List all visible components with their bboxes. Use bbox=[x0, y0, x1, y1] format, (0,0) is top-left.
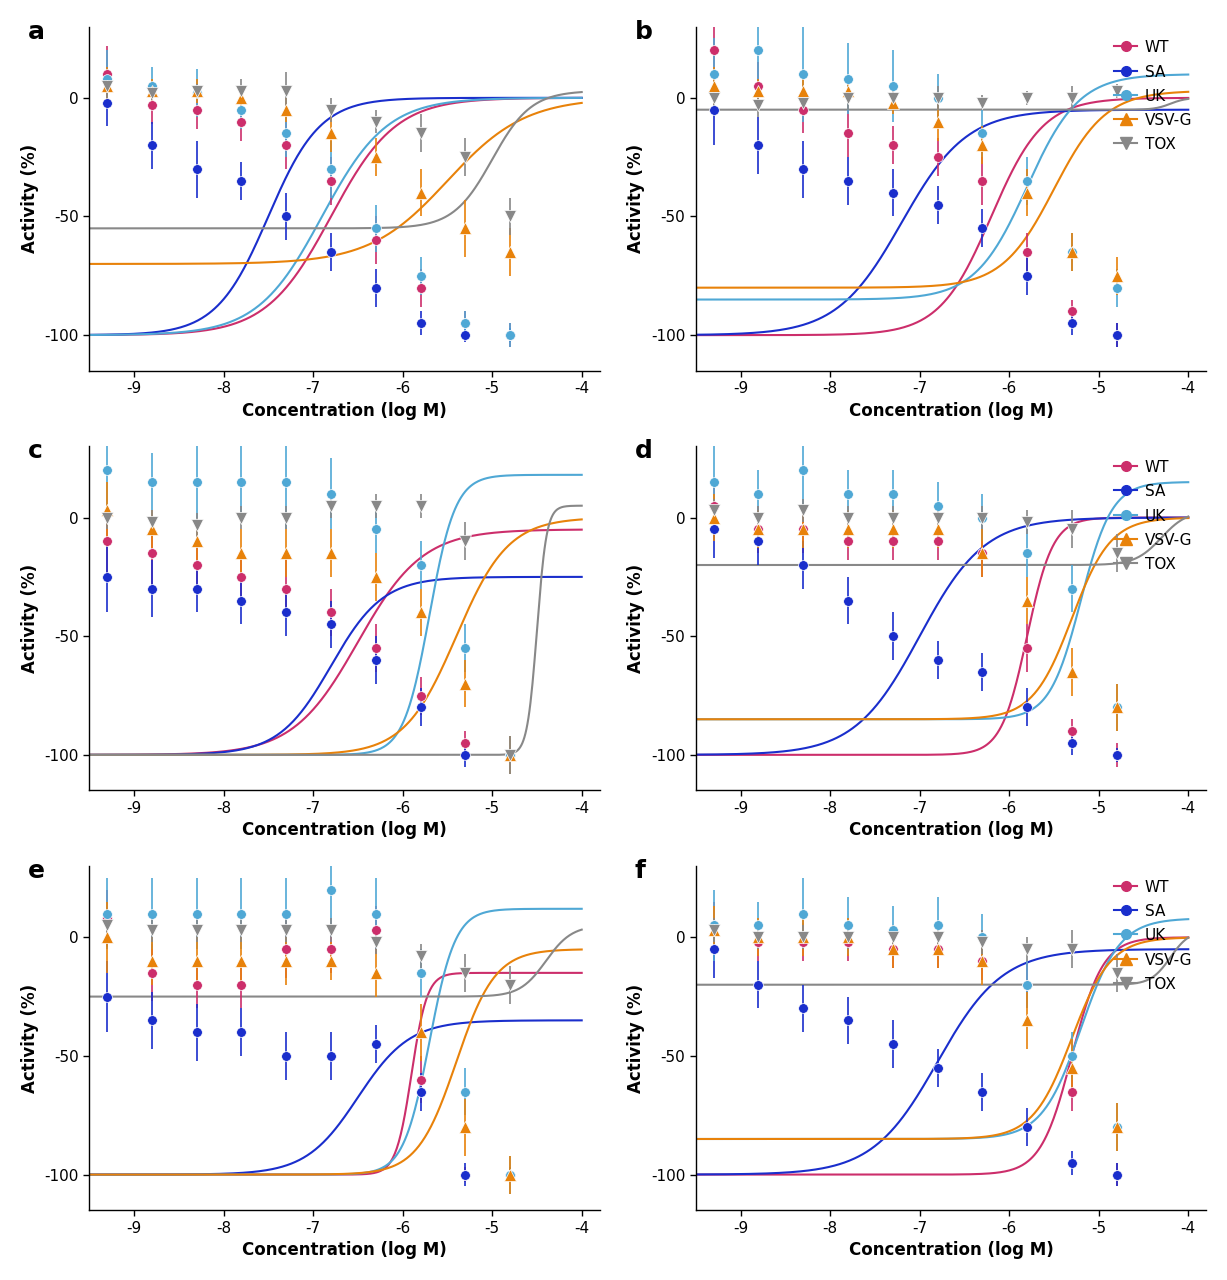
X-axis label: Concentration (log M): Concentration (log M) bbox=[242, 402, 447, 420]
Y-axis label: Activity (%): Activity (%) bbox=[627, 145, 645, 253]
Y-axis label: Activity (%): Activity (%) bbox=[21, 145, 39, 253]
Text: f: f bbox=[634, 859, 645, 883]
Y-axis label: Activity (%): Activity (%) bbox=[627, 564, 645, 673]
Text: e: e bbox=[28, 859, 45, 883]
X-axis label: Concentration (log M): Concentration (log M) bbox=[849, 822, 1053, 840]
X-axis label: Concentration (log M): Concentration (log M) bbox=[242, 822, 447, 840]
Legend: WT, SA, UK, VSV-G, TOX: WT, SA, UK, VSV-G, TOX bbox=[1108, 874, 1199, 998]
Y-axis label: Activity (%): Activity (%) bbox=[627, 983, 645, 1093]
Legend: WT, SA, UK, VSV-G, TOX: WT, SA, UK, VSV-G, TOX bbox=[1108, 35, 1199, 159]
Text: b: b bbox=[634, 19, 653, 44]
Y-axis label: Activity (%): Activity (%) bbox=[21, 564, 39, 673]
Text: d: d bbox=[634, 439, 653, 463]
Text: a: a bbox=[28, 19, 45, 44]
Text: c: c bbox=[28, 439, 43, 463]
X-axis label: Concentration (log M): Concentration (log M) bbox=[242, 1242, 447, 1260]
Y-axis label: Activity (%): Activity (%) bbox=[21, 983, 39, 1093]
Legend: WT, SA, UK, VSV-G, TOX: WT, SA, UK, VSV-G, TOX bbox=[1108, 454, 1199, 579]
X-axis label: Concentration (log M): Concentration (log M) bbox=[849, 1242, 1053, 1260]
X-axis label: Concentration (log M): Concentration (log M) bbox=[849, 402, 1053, 420]
